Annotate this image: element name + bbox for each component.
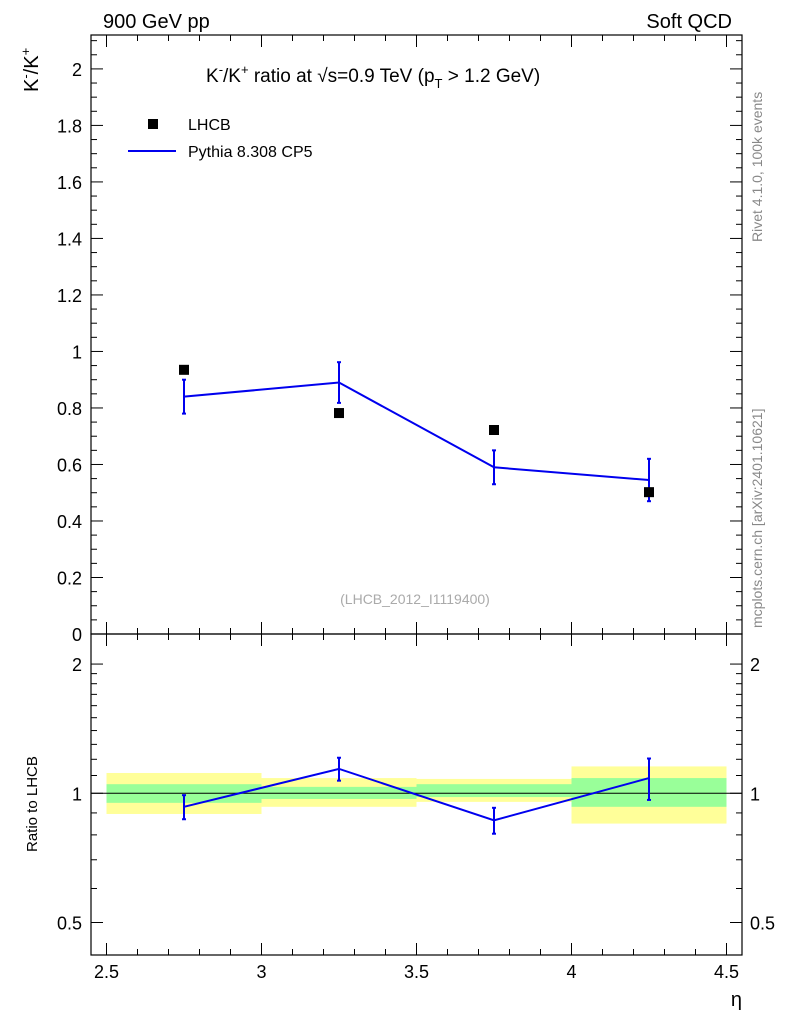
x-axis-label: η bbox=[731, 989, 742, 1011]
ratio-y-tick-label-right: 2 bbox=[750, 655, 760, 675]
y-tick-label: 0.2 bbox=[57, 568, 82, 588]
y-tick-label: 1.8 bbox=[57, 116, 82, 136]
ratio-pythia-line bbox=[183, 767, 650, 822]
ratio-y-tick-label-right: 0.5 bbox=[750, 913, 775, 933]
x-tick-label: 3 bbox=[256, 962, 266, 982]
x-tick-label: 4.5 bbox=[714, 962, 739, 982]
x-tick-label: 4 bbox=[566, 962, 576, 982]
y-tick-label: 1.2 bbox=[57, 286, 82, 306]
ratio-y-tick-label-left: 2 bbox=[72, 655, 82, 675]
lhcb-data-point bbox=[179, 364, 189, 375]
legend-label-pythia: Pythia 8.308 CP5 bbox=[188, 144, 313, 161]
main-ylabel: K-/K+ bbox=[18, 48, 43, 92]
ratio-y-tick-label-left: 0.5 bbox=[57, 913, 82, 933]
y-tick-label: 1 bbox=[72, 342, 82, 362]
lhcb-data-point bbox=[644, 487, 654, 498]
y-tick-label: 0 bbox=[72, 625, 82, 645]
y-tick-label: 2 bbox=[72, 60, 82, 80]
y-tick-label: 1.4 bbox=[57, 229, 82, 249]
ratio-y-tick-label-left: 1 bbox=[72, 784, 82, 804]
y-tick-label: 0.8 bbox=[57, 399, 82, 419]
ratio-band-inner bbox=[416, 784, 572, 798]
ratio-ylabel: Ratio to LHCB bbox=[24, 756, 41, 852]
ratio-y-tick-label-right: 1 bbox=[750, 784, 760, 804]
x-tick-label: 3.5 bbox=[404, 962, 429, 982]
y-tick-label: 1.6 bbox=[57, 173, 82, 193]
y-tick-label: 0.4 bbox=[57, 512, 82, 532]
legend-marker-lhcb bbox=[148, 119, 158, 129]
y-tick-label: 0.6 bbox=[57, 455, 82, 475]
analysis-watermark: (LHCB_2012_I1119400) bbox=[340, 591, 490, 607]
ratio-frame bbox=[90, 633, 743, 956]
lhcb-data-point bbox=[334, 408, 344, 419]
rivet-label: Rivet 4.1.0, 100k events bbox=[749, 92, 765, 242]
main-title: K-/K+ ratio at √s=0.9 TeV (pT > 1.2 GeV) bbox=[206, 62, 540, 91]
legend-label-lhcb: LHCB bbox=[188, 117, 231, 134]
lhcb-data-point bbox=[489, 425, 499, 436]
header-right: Soft QCD bbox=[646, 11, 732, 33]
header-left: 900 GeV pp bbox=[103, 11, 210, 33]
x-tick-label: 2.5 bbox=[94, 962, 119, 982]
source-label: mcplots.cern.ch [arXiv:2401.10621] bbox=[749, 409, 765, 628]
pythia-line bbox=[183, 381, 650, 482]
